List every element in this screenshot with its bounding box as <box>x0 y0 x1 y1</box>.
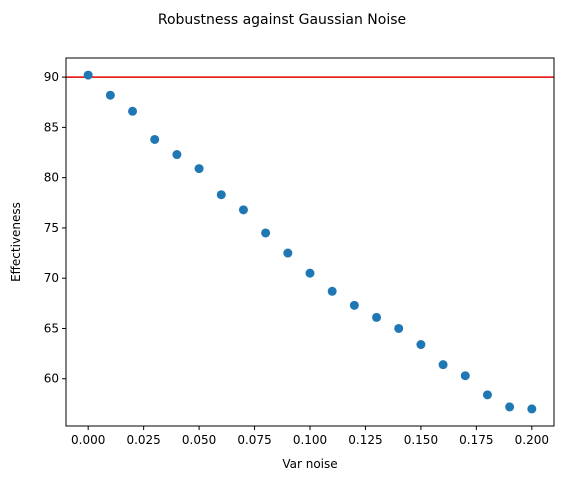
x-axis-ticks: 0.000 0.025 0.050 0.075 0.100 0.125 0.150 0.175… <box>71 426 549 447</box>
data-point <box>128 106 138 116</box>
data-points <box>83 70 537 414</box>
x-tick-label: 0.150 <box>404 433 438 447</box>
data-point <box>261 228 271 238</box>
data-point <box>327 286 337 296</box>
data-point <box>372 312 382 322</box>
chart-title: Robustness against Gaussian Noise <box>158 12 406 28</box>
data-point <box>438 360 448 370</box>
data-point <box>83 70 93 80</box>
y-tick-label: 75 <box>44 221 59 235</box>
y-tick-label: 60 <box>44 372 59 386</box>
data-point <box>482 390 492 400</box>
data-point <box>283 248 293 258</box>
data-point <box>349 300 359 310</box>
data-point <box>172 150 182 160</box>
y-tick-label: 85 <box>44 120 59 134</box>
data-point <box>505 402 515 412</box>
y-tick-label: 70 <box>44 271 59 285</box>
data-point <box>216 190 226 200</box>
y-tick-label: 80 <box>44 171 59 185</box>
y-axis-label: Effectiveness <box>9 202 23 282</box>
data-point <box>150 134 160 144</box>
x-tick-label: 0.175 <box>459 433 493 447</box>
y-axis-ticks: 60 65 70 75 80 85 90 <box>44 70 66 386</box>
x-axis-label: Var noise <box>282 457 337 471</box>
data-point <box>238 205 248 215</box>
x-tick-label: 0.050 <box>182 433 216 447</box>
data-point <box>194 164 204 174</box>
plot-area-frame <box>65 57 555 427</box>
data-point <box>394 323 404 333</box>
x-tick-label: 0.200 <box>515 433 549 447</box>
data-point <box>105 90 115 100</box>
x-tick-label: 0.125 <box>348 433 382 447</box>
x-tick-label: 0.075 <box>237 433 271 447</box>
data-point <box>305 268 315 278</box>
data-point <box>527 404 537 414</box>
x-tick-label: 0.025 <box>126 433 160 447</box>
data-point <box>416 340 426 350</box>
data-point <box>460 371 470 381</box>
x-tick-label: 0.100 <box>293 433 327 447</box>
x-tick-label: 0.000 <box>71 433 105 447</box>
y-tick-label: 65 <box>44 321 59 335</box>
y-tick-label: 90 <box>44 70 59 84</box>
